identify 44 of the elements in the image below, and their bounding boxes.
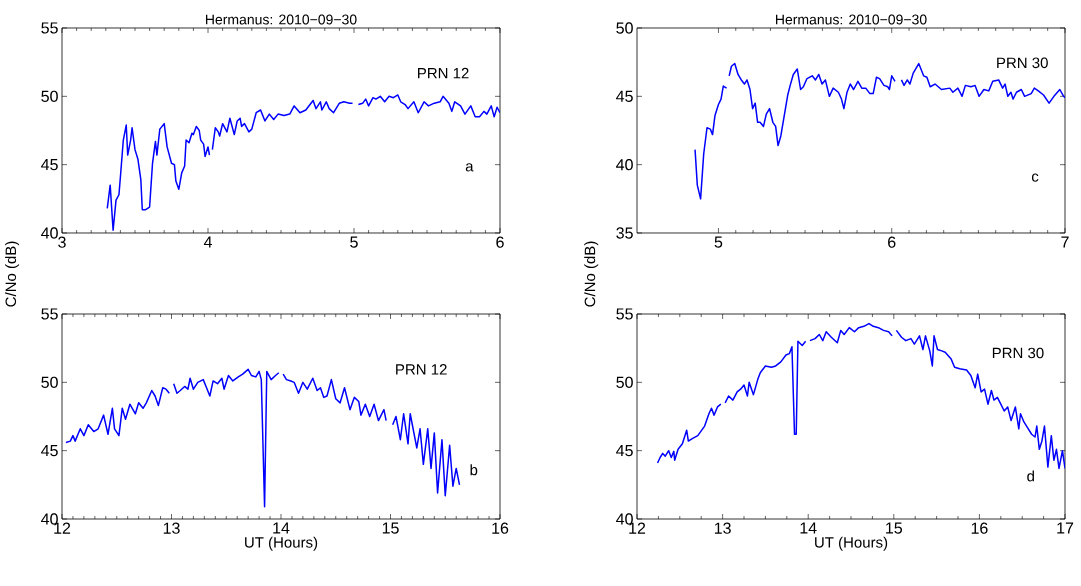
y-tick-label: 40 bbox=[616, 159, 633, 171]
x-tick-label: 6 bbox=[496, 236, 504, 248]
x-tick-label: 4 bbox=[203, 236, 212, 248]
y-tick-label: 45 bbox=[41, 159, 58, 171]
annotation: b bbox=[470, 464, 478, 476]
y-tick-label: 35 bbox=[616, 227, 633, 239]
x-tick-label: 13 bbox=[163, 522, 180, 534]
y-tick-label: 45 bbox=[616, 90, 633, 102]
annotation: PRN 12 bbox=[418, 67, 469, 79]
chart-title: Hermanus: 2010−09−30 bbox=[206, 14, 357, 25]
y-tick-label: 50 bbox=[616, 22, 633, 34]
x-tick-label: 16 bbox=[971, 522, 988, 534]
x-axis-title: UT (Hours) bbox=[815, 536, 888, 551]
x-tick-label: 14 bbox=[800, 522, 817, 534]
y-tick-label: 50 bbox=[41, 376, 58, 388]
y-tick-label: 50 bbox=[616, 376, 633, 388]
x-tick-label: 7 bbox=[1061, 236, 1069, 248]
x-tick-label: 15 bbox=[382, 522, 399, 534]
x-tick-label: 6 bbox=[888, 236, 896, 248]
x-tick-label: 15 bbox=[886, 522, 903, 534]
y-tick-label: 50 bbox=[41, 90, 58, 102]
x-tick-label: 5 bbox=[714, 236, 723, 248]
y-tick-label: 40 bbox=[41, 227, 58, 239]
annotation: c bbox=[1031, 173, 1039, 182]
x-tick-label: 5 bbox=[350, 236, 358, 248]
y-tick-label: 55 bbox=[41, 22, 58, 34]
annotation: d bbox=[1027, 470, 1034, 482]
x-tick-label: 13 bbox=[714, 522, 731, 534]
x-tick-label: 16 bbox=[492, 522, 509, 534]
y-axis-title: C/No (dB) bbox=[5, 241, 20, 307]
x-axis-title: UT (Hours) bbox=[245, 536, 318, 551]
annotation: PRN 30 bbox=[997, 57, 1048, 69]
x-tick-label: 14 bbox=[273, 522, 290, 534]
annotation: PRN 30 bbox=[992, 347, 1044, 359]
y-axis-title: C/No (dB) bbox=[584, 241, 599, 307]
y-tick-label: 45 bbox=[41, 445, 58, 457]
y-tick-label: 45 bbox=[616, 445, 633, 457]
chart-title: Hermanus: 2010−09−30 bbox=[776, 14, 927, 25]
y-tick-label: 55 bbox=[616, 308, 633, 320]
y-tick-label: 55 bbox=[41, 308, 58, 320]
annotation: a bbox=[465, 163, 474, 172]
annotation: PRN 12 bbox=[396, 364, 447, 375]
x-tick-label: 3 bbox=[58, 236, 66, 248]
x-tick-label: 17 bbox=[1057, 522, 1074, 534]
